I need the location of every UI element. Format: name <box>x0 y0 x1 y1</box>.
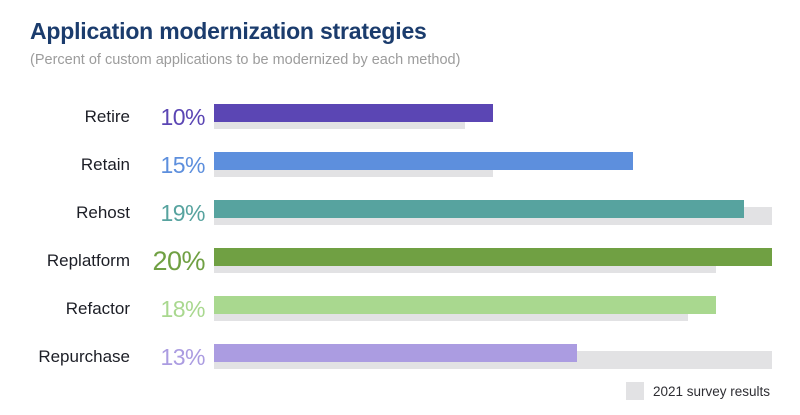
value-label: 20% <box>152 245 205 276</box>
chart-title: Application modernization strategies <box>30 18 427 44</box>
category-label: Replatform <box>46 251 130 270</box>
bar-current-survey <box>214 152 633 170</box>
category-label: Rehost <box>76 203 130 222</box>
value-label: 10% <box>160 103 205 130</box>
value-label: 13% <box>160 343 205 370</box>
category-label: Repurchase <box>38 347 130 366</box>
bar-current-survey <box>214 344 577 362</box>
value-label: 18% <box>160 295 205 322</box>
chart-row: Replatform 20% <box>30 237 772 285</box>
chart-row: Retire 10% <box>30 93 772 141</box>
legend: 2021 survey results <box>625 382 770 400</box>
bar-group <box>214 200 772 226</box>
bar-current-survey <box>214 200 745 218</box>
bar-current-survey <box>214 296 717 314</box>
bar-current-survey <box>214 104 493 122</box>
bar-group <box>214 296 772 322</box>
chart-row: Refactor 18% <box>30 285 772 333</box>
legend-label: 2021 survey results <box>652 383 770 399</box>
bar-group <box>214 248 772 274</box>
chart-rows: Retire 10% Retain 15% Rehost 19% Replatf… <box>30 93 772 381</box>
bar-group <box>214 152 772 178</box>
legend-swatch-icon <box>625 382 644 400</box>
bar-group <box>214 344 772 370</box>
value-label: 15% <box>160 151 205 178</box>
chart-row: Retain 15% <box>30 141 772 189</box>
chart-row: Rehost 19% <box>30 189 772 237</box>
category-label: Refactor <box>65 299 130 318</box>
bar-current-survey <box>214 248 772 266</box>
category-label: Retire <box>84 107 130 126</box>
value-label: 19% <box>160 199 205 226</box>
chart-subtitle: (Percent of custom applications to be mo… <box>30 52 461 68</box>
category-label: Retain <box>80 155 130 174</box>
bar-group <box>214 104 772 130</box>
chart-row: Repurchase 13% <box>30 333 772 381</box>
